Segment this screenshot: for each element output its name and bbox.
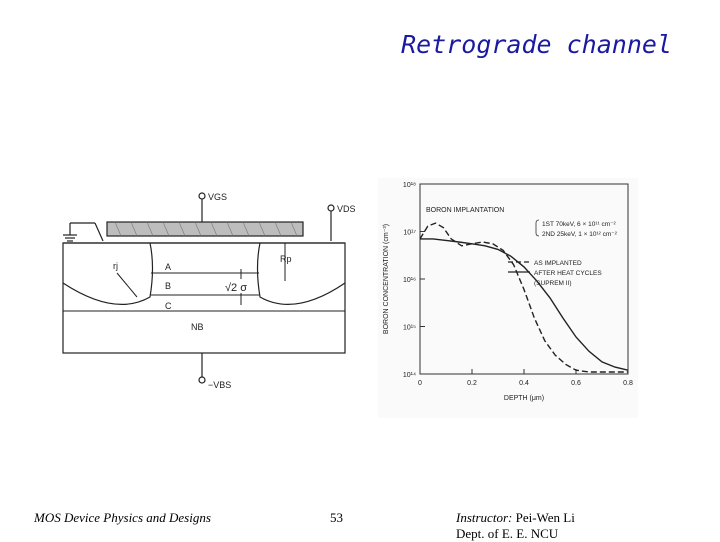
x-tick-label: 0 bbox=[418, 380, 422, 387]
y-axis-label: BORON CONCENTRATION (cm⁻³) bbox=[383, 224, 390, 334]
footer-page-number: 53 bbox=[330, 510, 343, 525]
substrate bbox=[62, 242, 346, 354]
label-vds: VDS bbox=[337, 204, 355, 214]
source-junction bbox=[62, 242, 154, 305]
annotation-brace bbox=[535, 219, 540, 237]
label-rj: rj bbox=[113, 261, 118, 271]
annotation-title: BORON IMPLANTATION bbox=[426, 207, 504, 214]
footer-course-title: MOS Device Physics and Designs bbox=[34, 510, 211, 525]
label-vgs: VGS bbox=[208, 192, 227, 202]
y-tick-label: 10¹⁵ bbox=[403, 325, 416, 332]
label-nb: NB bbox=[191, 322, 204, 332]
legend-label: AFTER HEAT CYCLES bbox=[534, 270, 602, 277]
series-line-0 bbox=[419, 222, 628, 373]
label-region-c: C bbox=[165, 301, 172, 311]
drain-junction bbox=[256, 242, 346, 305]
y-tick-label: 10¹⁴ bbox=[403, 372, 416, 379]
label-rp: Rp bbox=[280, 254, 292, 264]
instructor-label: Instructor: bbox=[456, 510, 513, 525]
x-tick-label: 0.2 bbox=[467, 380, 477, 387]
y-tick-label: 10¹⁷ bbox=[403, 230, 416, 237]
ground-icon bbox=[63, 222, 104, 242]
annotation-line: 1ST 70keV, 6 × 10¹¹ cm⁻² bbox=[542, 221, 617, 228]
x-tick-label: 0.8 bbox=[623, 380, 633, 387]
department: Dept. of E. E. NCU bbox=[456, 526, 559, 541]
instructor-name: Pei-Wen Li bbox=[512, 510, 575, 525]
slide-title: Retrograde channel bbox=[401, 30, 672, 59]
annotation-line: 2ND 25keV, 1 × 10¹² cm⁻² bbox=[542, 231, 618, 238]
legend-label: AS IMPLANTED bbox=[534, 260, 582, 267]
drain-terminal bbox=[327, 204, 335, 212]
label-region-b: B bbox=[165, 281, 171, 291]
legend-label: (SUPREM II) bbox=[534, 280, 572, 287]
label-region-a: A bbox=[165, 262, 171, 272]
label-sigma: √2 σ bbox=[225, 282, 247, 294]
boron-concentration-chart: 10¹⁴ 10¹⁵ 10¹⁶ 10¹⁷ 10¹⁸ 0 0.2 0.4 0.6 0.8 DEPTH (… bbox=[378, 178, 638, 418]
x-tick-label: 0.4 bbox=[519, 380, 529, 387]
series-line-1 bbox=[420, 238, 629, 371]
x-tick-label: 0.6 bbox=[571, 380, 581, 387]
y-tick-label: 10¹⁶ bbox=[403, 277, 416, 284]
y-tick-label: 10¹⁸ bbox=[403, 182, 416, 189]
gate-electrode bbox=[106, 221, 304, 237]
footer-instructor: Instructor: Pei-Wen Li Dept. of E. E. NC… bbox=[456, 510, 575, 542]
substrate-terminal bbox=[198, 376, 206, 384]
x-axis-label: DEPTH (μm) bbox=[504, 395, 544, 402]
gate-terminal bbox=[198, 192, 206, 200]
mosfet-cross-section-diagram: VGS VDS rj A B C NB √2 σ Rp −VBS bbox=[62, 192, 355, 390]
label-vbs: −VBS bbox=[208, 380, 231, 390]
